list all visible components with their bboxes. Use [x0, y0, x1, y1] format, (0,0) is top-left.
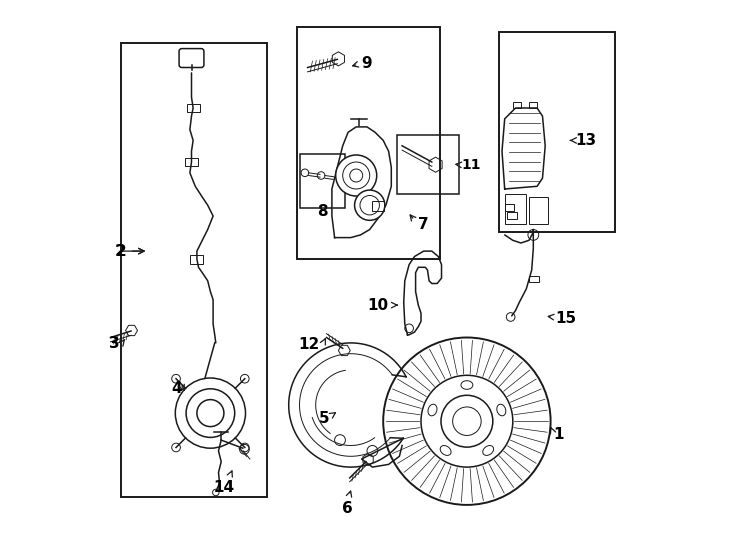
Bar: [507, 212, 517, 219]
Text: 1: 1: [553, 427, 564, 442]
Text: 8: 8: [317, 204, 328, 219]
Bar: [513, 102, 521, 108]
Text: 15: 15: [555, 311, 576, 326]
Polygon shape: [502, 108, 545, 189]
Text: 6: 6: [342, 501, 353, 516]
Polygon shape: [404, 251, 442, 335]
Text: 4: 4: [172, 381, 182, 396]
Text: 10: 10: [368, 298, 388, 313]
Bar: [396, 135, 459, 194]
Circle shape: [355, 190, 385, 220]
Text: 5: 5: [319, 411, 330, 426]
Bar: [121, 43, 267, 497]
Text: 2: 2: [115, 244, 125, 259]
Bar: [372, 201, 385, 211]
Bar: [297, 27, 440, 259]
Text: 3: 3: [109, 336, 120, 352]
Bar: [529, 276, 539, 282]
Text: 14: 14: [214, 480, 234, 495]
Text: 9: 9: [362, 56, 372, 71]
Bar: [186, 104, 200, 112]
Bar: [190, 255, 203, 264]
Circle shape: [335, 155, 377, 196]
Circle shape: [421, 375, 513, 467]
Bar: [505, 194, 526, 224]
Polygon shape: [332, 127, 391, 238]
Bar: [499, 32, 615, 232]
Ellipse shape: [440, 446, 451, 455]
Bar: [299, 154, 346, 208]
Ellipse shape: [461, 381, 473, 389]
Ellipse shape: [497, 404, 506, 416]
Text: 11: 11: [462, 158, 481, 172]
Text: 13: 13: [575, 133, 596, 148]
Bar: [505, 204, 515, 211]
Text: 12: 12: [298, 337, 319, 352]
Bar: [529, 102, 537, 108]
Ellipse shape: [428, 404, 437, 416]
Text: 2: 2: [116, 244, 127, 259]
Bar: [529, 197, 548, 224]
Text: 7: 7: [418, 217, 429, 232]
Bar: [185, 158, 198, 166]
Ellipse shape: [483, 446, 493, 455]
